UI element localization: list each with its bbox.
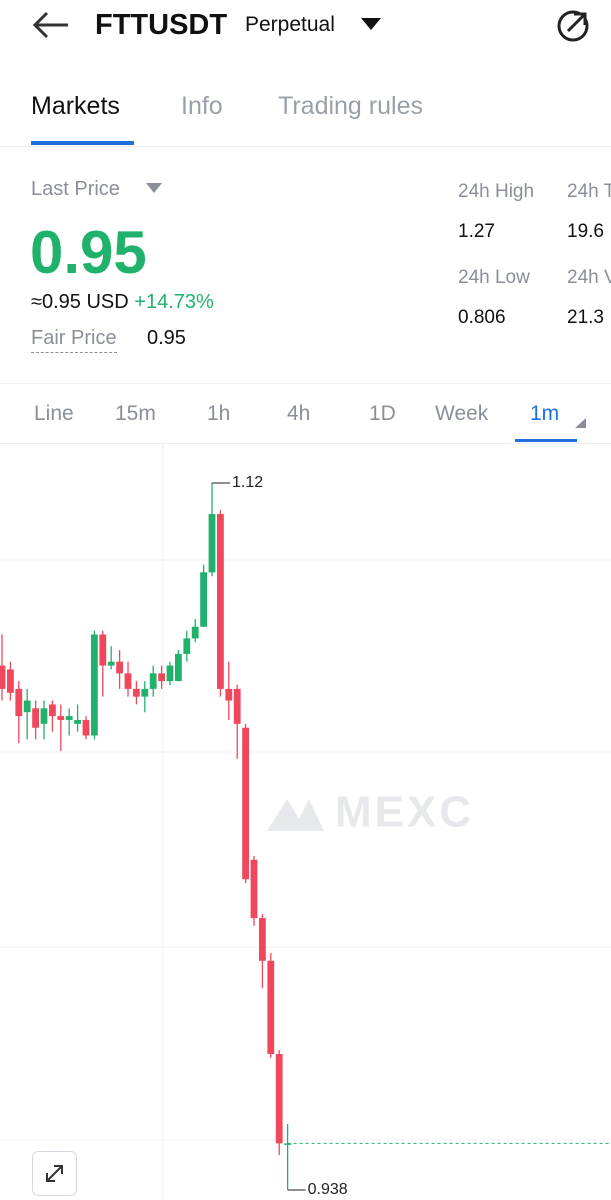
candle-body [15, 688, 23, 717]
watermark-text: MEXC [335, 788, 474, 837]
symbol-title: FTTUSDT [95, 9, 228, 41]
interval[interactable]: Line [34, 402, 74, 425]
candle-body [158, 673, 165, 682]
candle-body [57, 716, 65, 720]
interval[interactable]: 1m [530, 402, 560, 425]
contract-type[interactable]: Perpetual [245, 13, 335, 36]
candle-body [23, 700, 31, 713]
fair-price: 0.95 [147, 327, 186, 349]
tab[interactable]: Info [181, 92, 223, 120]
usd-approx: ≈0.95 [31, 291, 81, 313]
candle-body [40, 708, 48, 724]
candle-body [107, 661, 115, 666]
dropdown-arrow [146, 183, 162, 193]
tab[interactable]: Markets [31, 92, 120, 120]
stat-label: 24h V [567, 267, 611, 288]
candle-body [233, 688, 241, 724]
stat-label: 24h High [458, 181, 535, 202]
interval[interactable]: Week [435, 402, 489, 425]
candle-body [49, 704, 56, 717]
candle-body [124, 673, 132, 689]
interval-indicator [515, 439, 577, 442]
back-button[interactable] [30, 8, 72, 42]
candle-body [259, 918, 266, 961]
price-change: +14.73% [134, 291, 214, 313]
tab-indicator [31, 141, 134, 145]
stat-label: 24h T [567, 181, 611, 202]
fair-price-label[interactable]: Fair Price [31, 327, 117, 353]
stat-value: 1.27 [458, 221, 495, 242]
interval-more[interactable] [575, 418, 587, 428]
candle-body [7, 669, 14, 693]
candle-body [149, 673, 157, 689]
candle-body [217, 514, 224, 689]
candle-body [284, 1143, 291, 1145]
watermark: MEXC [267, 788, 474, 837]
divider [0, 383, 611, 384]
share-button[interactable] [556, 8, 592, 44]
grid [0, 443, 611, 1200]
candle-body [166, 665, 174, 682]
interval[interactable]: 15m [115, 402, 156, 425]
candle-body [91, 634, 98, 736]
candle-body [250, 859, 258, 919]
candle-body [65, 716, 73, 720]
candlestick-chart: MEXC 1.12 0.938 [0, 443, 611, 1200]
candle-body [225, 688, 233, 701]
last-price-label[interactable]: Last Price [31, 178, 120, 200]
candle-body [242, 727, 249, 880]
candle-body [141, 688, 149, 697]
max-label: 1.12 [232, 474, 263, 491]
divider [0, 146, 611, 147]
candle-body [175, 653, 182, 682]
expand-button[interactable] [32, 1151, 77, 1196]
stat-value: 0.806 [458, 307, 506, 328]
candle-body [200, 572, 207, 627]
candle-body [32, 708, 39, 728]
candle-body [133, 688, 140, 697]
candle-body [74, 719, 81, 724]
min-label: 0.938 [308, 1181, 348, 1198]
candle-body [183, 638, 191, 654]
stat-label: 24h Low [458, 267, 530, 288]
dropdown-arrow[interactable] [360, 17, 382, 31]
usd-price: ≈0.95 USD +14.73% [31, 291, 214, 314]
currency: USD [86, 291, 129, 313]
candle-body [99, 634, 107, 666]
interval[interactable]: 4h [287, 402, 311, 425]
divider [0, 443, 611, 444]
candle-body [0, 665, 6, 689]
stat-value: 21.3 [567, 307, 604, 328]
candle-body [267, 960, 275, 1055]
candle-body [208, 514, 216, 573]
tab-bar: Markets Info Trading rules [0, 92, 611, 122]
candle-body [275, 1054, 283, 1144]
stat-value: 19.6 [567, 221, 604, 242]
candle-body [82, 719, 90, 736]
last-price: 0.95 [30, 219, 147, 286]
interval[interactable]: 1h [207, 402, 231, 425]
interval[interactable]: 1D [369, 402, 396, 425]
candle-body [191, 626, 199, 639]
tab[interactable]: Trading rules [278, 92, 423, 120]
candle-body [116, 661, 123, 674]
interval-bar: Line 15m 1h 4h 1D Week 1m [0, 402, 611, 428]
